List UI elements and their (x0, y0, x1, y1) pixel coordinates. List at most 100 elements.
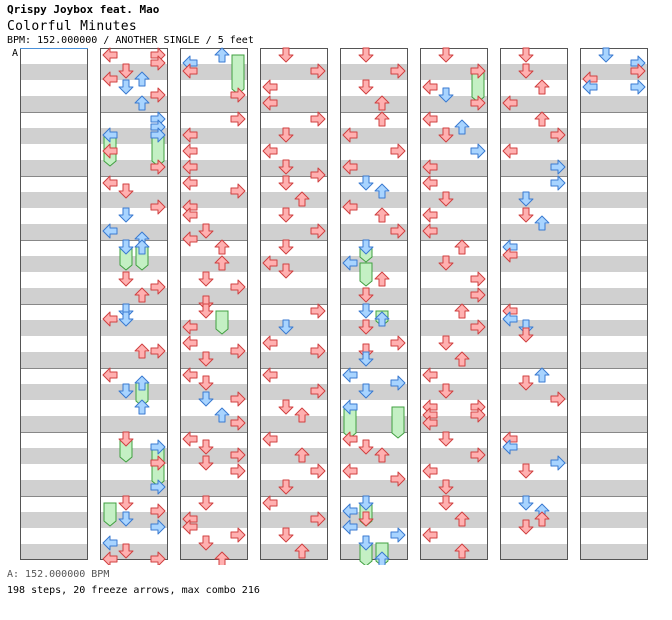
down-arrow-icon (198, 455, 214, 471)
left-arrow-icon (262, 367, 278, 383)
left-arrow-icon (342, 367, 358, 383)
right-arrow-icon (630, 63, 646, 79)
down-arrow-icon (278, 175, 294, 191)
down-arrow-icon (118, 79, 134, 95)
beat-stripe (260, 192, 328, 208)
right-arrow-icon (230, 111, 246, 127)
down-arrow-icon (358, 287, 374, 303)
beat-stripe (500, 64, 568, 80)
up-arrow-icon (454, 303, 470, 319)
column-border (420, 48, 488, 560)
left-arrow-icon (422, 367, 438, 383)
left-arrow-icon (182, 143, 198, 159)
down-arrow-icon (358, 47, 374, 63)
left-arrow-icon (422, 207, 438, 223)
down-arrow-icon (278, 479, 294, 495)
right-arrow-icon (310, 111, 326, 127)
right-arrow-icon (550, 159, 566, 175)
left-arrow-icon (502, 311, 518, 327)
down-arrow-icon (438, 127, 454, 143)
chart-column-7 (500, 47, 568, 560)
left-arrow-icon (182, 431, 198, 447)
beat-stripe (580, 224, 648, 240)
beat-stripe (20, 128, 88, 144)
up-arrow-icon (134, 287, 150, 303)
right-arrow-icon (310, 383, 326, 399)
right-arrow-icon (150, 55, 166, 71)
beat-stripe (260, 448, 328, 464)
beat-stripe (420, 128, 488, 144)
down-arrow-icon (278, 127, 294, 143)
right-arrow-icon (310, 167, 326, 183)
beat-stripe (580, 416, 648, 432)
chart-column-4 (260, 47, 328, 560)
down-arrow-icon (198, 351, 214, 367)
song-title: Colorful Minutes (7, 19, 138, 34)
left-arrow-icon (102, 367, 118, 383)
right-arrow-icon (150, 551, 166, 565)
beat-stripe (340, 416, 408, 432)
beat-stripe (500, 256, 568, 272)
up-arrow-icon (374, 447, 390, 463)
beat-stripe (180, 352, 248, 368)
chart-column-2 (100, 47, 168, 565)
right-arrow-icon (150, 87, 166, 103)
beat-stripe (420, 352, 488, 368)
up-arrow-icon (374, 111, 390, 127)
beat-stripe (20, 224, 88, 240)
down-arrow-icon (198, 271, 214, 287)
left-arrow-icon (262, 79, 278, 95)
up-arrow-icon (214, 47, 230, 63)
beat-stripe (100, 416, 168, 432)
down-arrow-icon (358, 495, 374, 511)
right-arrow-icon (310, 343, 326, 359)
left-arrow-icon (342, 127, 358, 143)
down-arrow-icon (518, 47, 534, 63)
right-arrow-icon (230, 527, 246, 543)
beat-stripe (340, 352, 408, 368)
chart-column-6 (420, 47, 488, 560)
left-arrow-icon (422, 159, 438, 175)
left-arrow-icon (182, 367, 198, 383)
up-arrow-icon (534, 79, 550, 95)
left-arrow-icon (422, 175, 438, 191)
beat-stripe (500, 352, 568, 368)
footer-bpm: A: 152.000000 BPM (7, 569, 110, 580)
left-arrow-icon (342, 399, 358, 415)
up-arrow-icon (454, 511, 470, 527)
left-arrow-icon (502, 439, 518, 455)
left-arrow-icon (342, 519, 358, 535)
down-arrow-icon (278, 527, 294, 543)
left-arrow-icon (342, 159, 358, 175)
down-arrow-icon (518, 327, 534, 343)
down-arrow-icon (438, 87, 454, 103)
down-arrow-icon (358, 319, 374, 335)
down-arrow-icon (518, 207, 534, 223)
down-arrow-icon (518, 375, 534, 391)
down-arrow-icon (438, 479, 454, 495)
beat-stripe (340, 544, 408, 560)
column-border (340, 48, 408, 560)
up-arrow-icon (134, 399, 150, 415)
beat-stripe (500, 224, 568, 240)
left-arrow-icon (502, 247, 518, 263)
left-arrow-icon (102, 551, 118, 565)
right-arrow-icon (390, 471, 406, 487)
footer-steps: 198 steps, 20 freeze arrows, max combo 2… (7, 585, 260, 596)
column-border (580, 48, 648, 560)
down-arrow-icon (358, 535, 374, 551)
beat-stripe (20, 352, 88, 368)
right-arrow-icon (150, 279, 166, 295)
beat-stripe (420, 512, 488, 528)
up-arrow-icon (214, 239, 230, 255)
up-arrow-icon (294, 407, 310, 423)
up-arrow-icon (454, 351, 470, 367)
left-arrow-icon (262, 255, 278, 271)
up-arrow-icon (454, 119, 470, 135)
up-arrow-icon (134, 343, 150, 359)
down-arrow-icon (278, 263, 294, 279)
right-arrow-icon (470, 447, 486, 463)
left-arrow-icon (502, 95, 518, 111)
up-arrow-icon (134, 71, 150, 87)
beat-stripe (420, 192, 488, 208)
